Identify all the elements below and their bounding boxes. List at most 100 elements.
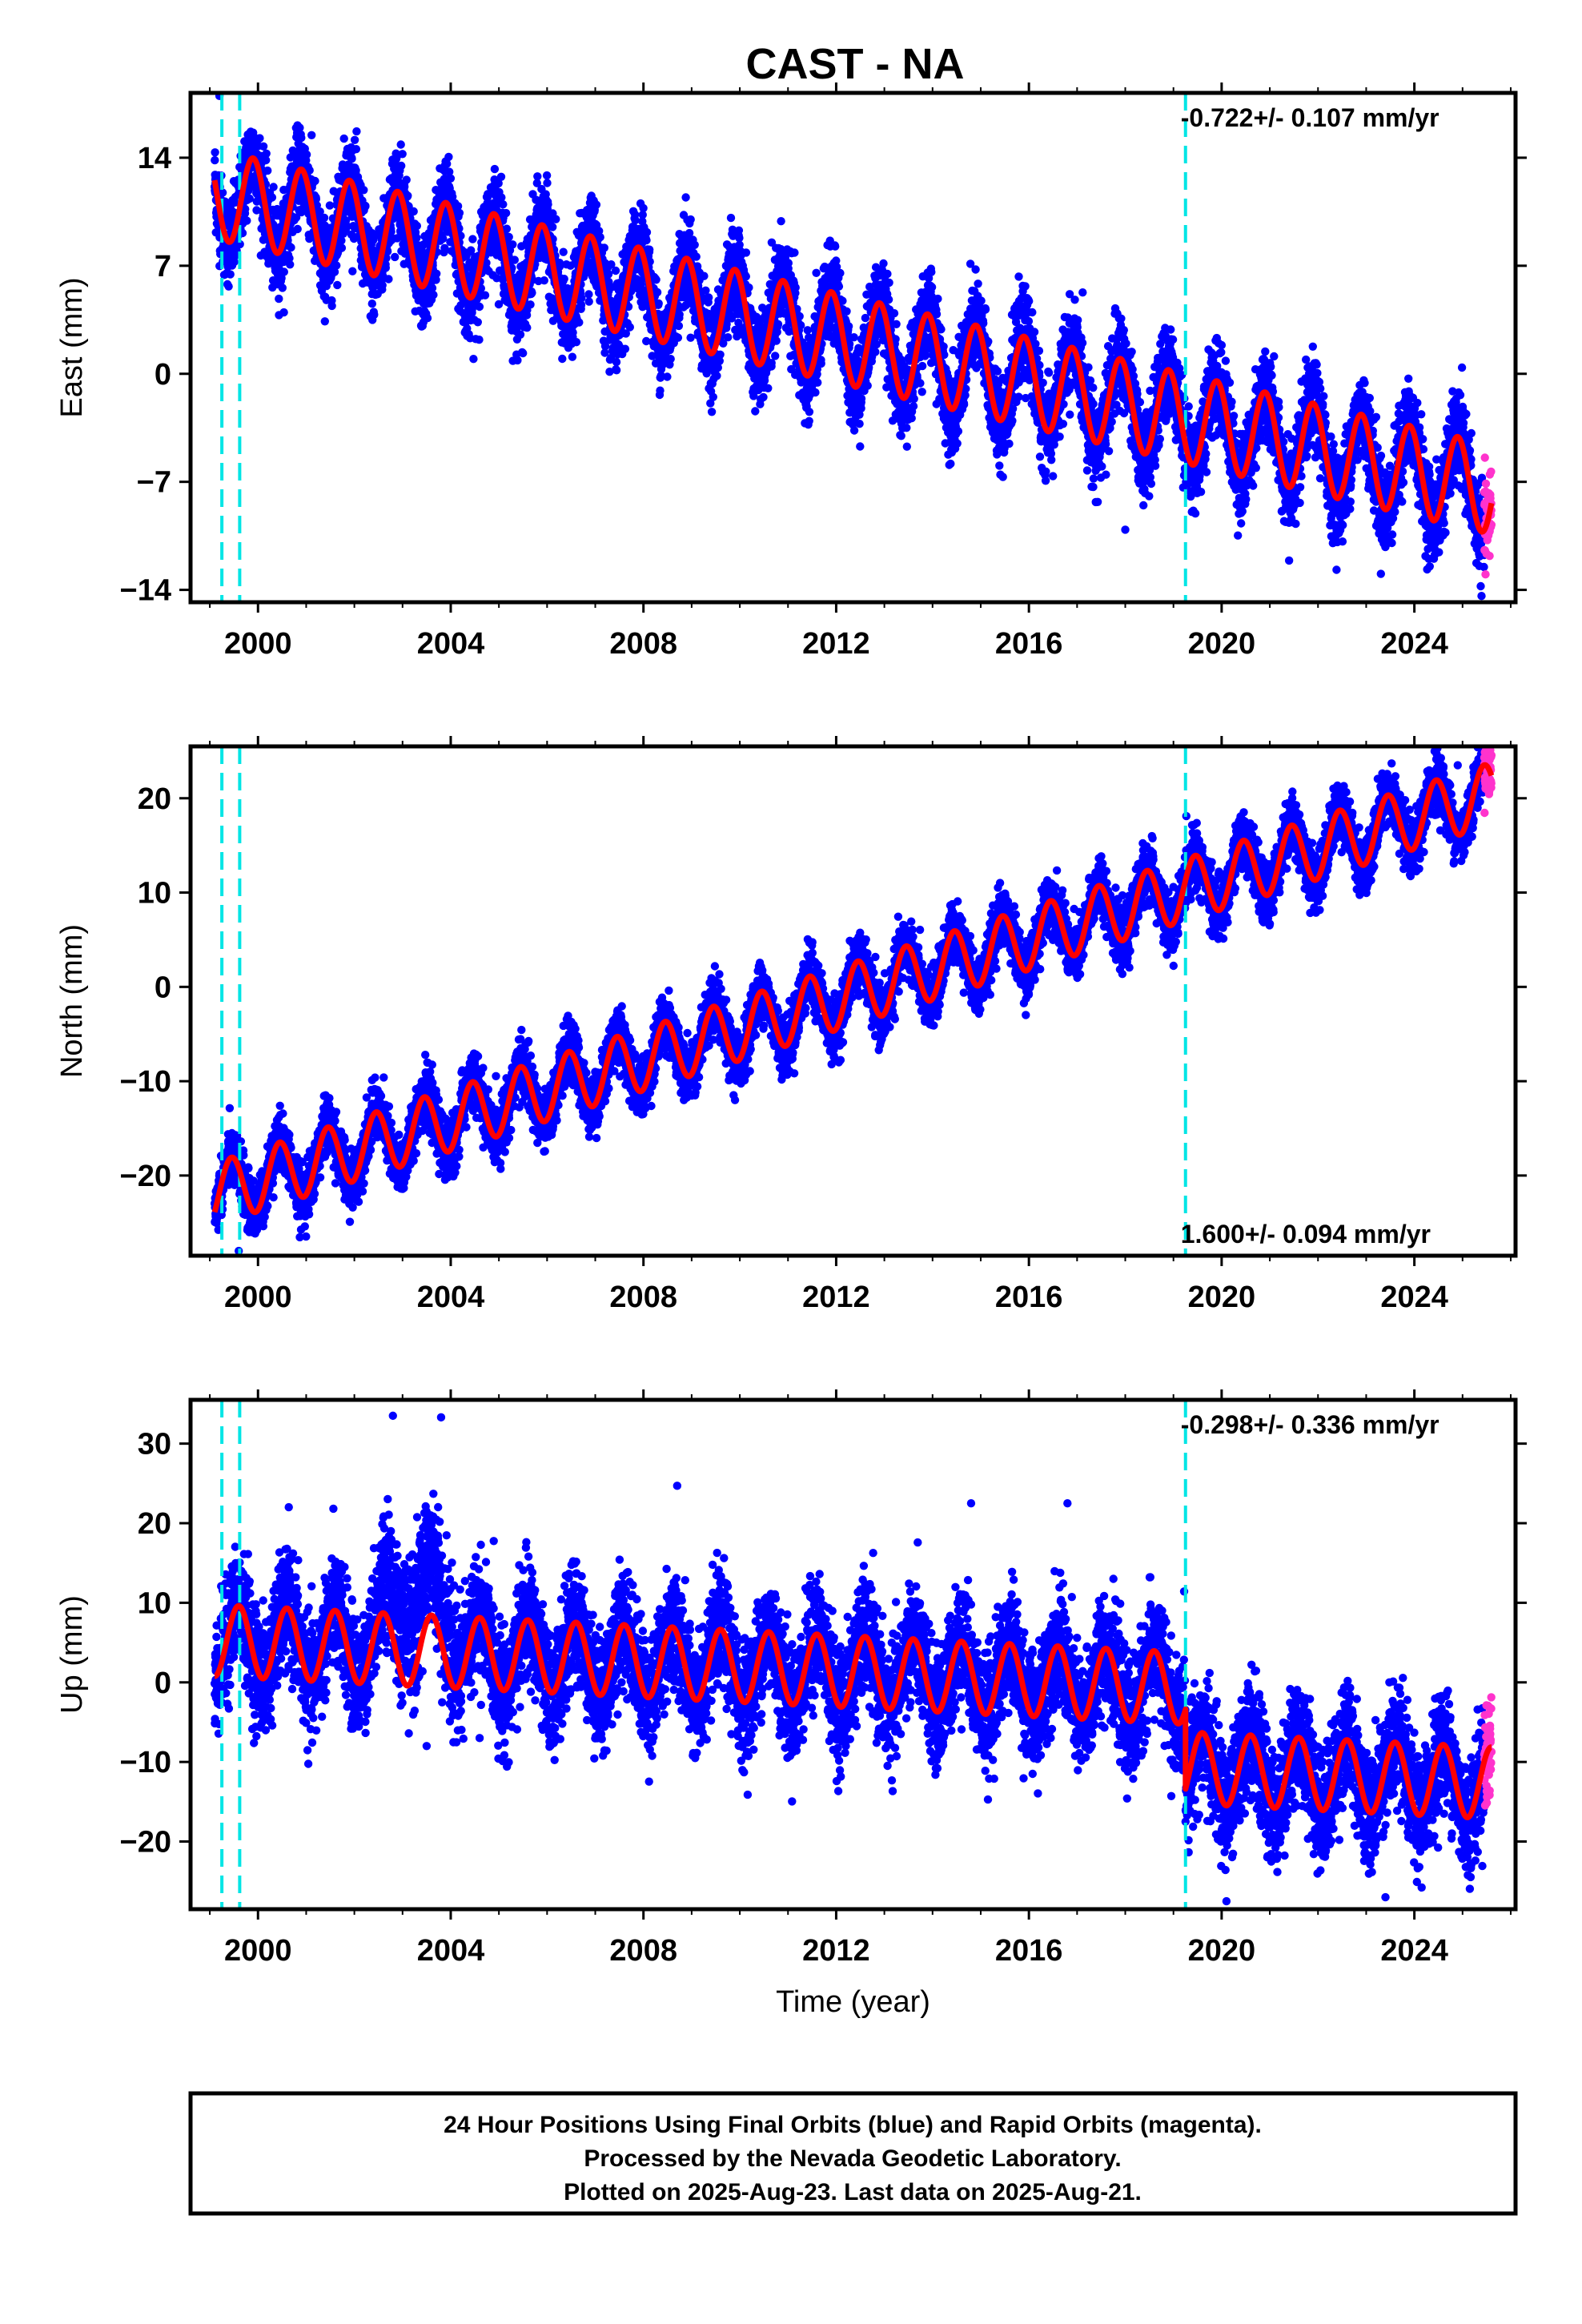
final-orbit-point [771, 352, 780, 360]
final-orbit-point [652, 275, 661, 284]
final-orbit-point [831, 242, 840, 251]
final-orbit-point [513, 356, 522, 365]
final-orbit-point [713, 372, 721, 380]
final-orbit-point [519, 348, 528, 358]
final-orbit-point [259, 142, 268, 151]
final-orbit-point [469, 355, 478, 364]
final-orbit-point [475, 302, 484, 312]
final-orbit-point [857, 394, 866, 403]
final-orbit-point [863, 381, 872, 390]
final-orbit-point [811, 388, 820, 397]
final-orbit-point [544, 200, 552, 209]
final-orbit-point [625, 323, 634, 332]
final-orbit-point [412, 233, 421, 243]
final-orbit-point [604, 270, 613, 279]
final-orbit-point [226, 270, 235, 279]
final-orbit-point [631, 215, 640, 225]
final-orbit-point [504, 232, 513, 242]
final-orbit-point [654, 299, 663, 308]
final-orbit-point [277, 274, 286, 283]
final-orbit-point [741, 272, 750, 281]
final-orbit-point [784, 259, 793, 267]
final-orbit-point [496, 172, 506, 181]
final-orbit-point [855, 420, 864, 428]
final-orbit-point [666, 355, 675, 364]
final-orbit-point [370, 310, 379, 320]
final-orbit-point [526, 300, 535, 309]
final-orbit-point [817, 359, 825, 368]
final-orbit-point [560, 275, 568, 283]
final-orbit-point [596, 233, 604, 242]
final-orbit-point [235, 239, 244, 249]
final-orbit-point [645, 245, 654, 254]
final-orbit-point [255, 134, 264, 143]
final-orbit-point [468, 235, 477, 243]
final-orbit-point [709, 392, 717, 401]
final-orbit-point [575, 318, 584, 327]
final-orbit-point [838, 296, 847, 305]
final-orbit-point [764, 384, 773, 392]
final-orbit-point [297, 133, 306, 143]
final-orbit-point [510, 255, 519, 264]
final-orbit-point [404, 191, 412, 200]
final-orbit-point [681, 193, 690, 202]
figure-title: CAST - NA [746, 40, 965, 88]
final-orbit-point [612, 366, 621, 375]
final-orbit-point [572, 338, 581, 347]
final-orbit-point [224, 282, 233, 291]
final-orbit-point [690, 240, 699, 249]
final-orbit-point [211, 148, 219, 157]
final-orbit-point [803, 326, 812, 335]
final-orbit-point [311, 176, 319, 186]
final-orbit-point [674, 321, 684, 331]
final-orbit-point [700, 271, 709, 280]
final-orbit-point [269, 183, 278, 191]
final-orbit-point [286, 260, 295, 269]
final-orbit-point [652, 287, 662, 297]
final-orbit-point [516, 330, 525, 339]
final-orbit-point [540, 276, 548, 285]
final-orbit-point [777, 217, 785, 226]
final-orbit-point [642, 235, 651, 245]
final-orbit-point [558, 354, 567, 364]
final-orbit-point [446, 174, 456, 183]
final-orbit-point [315, 207, 324, 216]
final-orbit-point [745, 283, 753, 292]
final-orbit-point [330, 267, 339, 276]
final-orbit-point [397, 161, 406, 171]
final-orbit-point [508, 240, 517, 249]
final-orbit-point [812, 268, 821, 277]
final-orbit-point [367, 300, 376, 308]
final-orbit-point [302, 150, 311, 159]
final-orbit-point [552, 215, 560, 223]
final-orbit-point [734, 226, 744, 235]
final-orbit-point [805, 416, 813, 425]
final-orbit-point [620, 344, 630, 353]
final-orbit-point [262, 155, 271, 165]
final-orbit-point [337, 236, 346, 245]
final-orbit-point [856, 442, 865, 451]
final-orbit-point [443, 159, 452, 168]
final-orbit-point [760, 376, 769, 385]
final-orbit-point [278, 283, 287, 292]
final-orbit-point [429, 291, 438, 300]
final-orbit-point [384, 275, 393, 283]
final-orbit-point [751, 407, 760, 416]
final-orbit-point [772, 336, 781, 345]
final-orbit-point [245, 194, 254, 203]
final-orbit-point [600, 243, 608, 252]
final-orbit-point [502, 224, 512, 233]
east-panel: 2000 2004 2008 2012 2016 2020 20241470−7−14Eas… [55, 82, 1527, 661]
final-orbit-point [305, 166, 314, 175]
final-orbit-point [726, 213, 736, 223]
final-orbit-point [391, 252, 400, 262]
final-orbit-point [592, 200, 601, 209]
final-orbit-point [398, 150, 407, 159]
final-orbit-point [490, 164, 500, 174]
final-orbit-point [320, 317, 329, 326]
final-orbit-point [211, 155, 219, 165]
final-orbit-point [707, 408, 717, 416]
final-orbit-point [795, 312, 804, 321]
final-orbit-point [791, 283, 800, 292]
